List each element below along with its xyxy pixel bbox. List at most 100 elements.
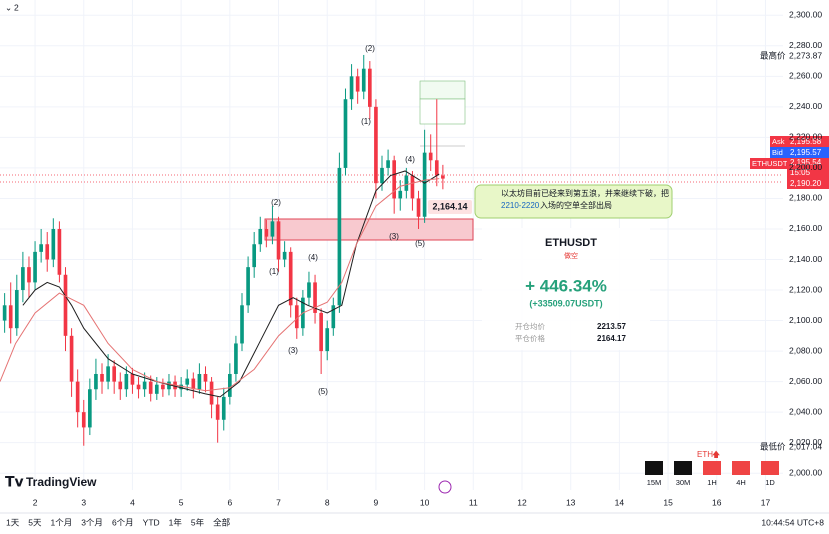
note-text: 2210-2220: [501, 201, 540, 210]
y-tick-label: 2,040.00: [789, 406, 822, 416]
x-tick-label: 7: [276, 497, 281, 507]
pane-count[interactable]: 2: [14, 2, 19, 12]
pane-toggle[interactable]: ⌄: [5, 2, 12, 12]
candle-body: [361, 68, 366, 92]
card-side: 做空: [564, 251, 578, 260]
signal-box[interactable]: [703, 461, 721, 475]
card-label: 开仓均价: [515, 321, 545, 331]
signal-box[interactable]: [732, 461, 750, 475]
range-button[interactable]: 5天: [28, 517, 42, 527]
candle-body: [325, 328, 330, 352]
candle-body: [197, 373, 202, 390]
note-text: 以太坊目前已经来到第五浪，并来继续下破，把: [501, 188, 669, 198]
signal-box[interactable]: [761, 461, 779, 475]
ask-tag: [787, 136, 829, 147]
range-button[interactable]: 6个月: [112, 517, 134, 527]
candle-body: [228, 373, 232, 397]
candle-body: [75, 381, 80, 413]
price-tag: [428, 200, 472, 214]
supply-zone: [264, 218, 474, 241]
card-value: 2213.57: [597, 322, 626, 331]
candle-body: [221, 396, 226, 420]
y-tick-label: 2,200.00: [789, 162, 822, 172]
countdown: 15:05: [790, 168, 811, 177]
signal-label: 1H: [707, 478, 717, 487]
candle-body: [215, 404, 220, 420]
y-tick-label: 2,160.00: [789, 223, 822, 233]
candle-body: [81, 412, 86, 428]
low-label: 最低价: [760, 441, 786, 451]
candle-body: [191, 378, 196, 390]
candle-body: [118, 381, 123, 390]
y-tick-label: 2,240.00: [789, 101, 822, 111]
candle-body: [355, 76, 360, 92]
range-button[interactable]: 3个月: [81, 517, 103, 527]
wave-label: (3): [288, 346, 298, 355]
candle-body: [282, 251, 287, 260]
range-bar: 1天 5天 1个月 3个月 6个月 YTD 1年 5年 全部: [6, 517, 231, 527]
candle-body: [398, 190, 403, 199]
candle-body: [106, 366, 110, 382]
wave-label: (4): [405, 155, 415, 164]
x-tick-label: 16: [712, 497, 722, 507]
candle-body: [343, 99, 348, 168]
wave-label: (4): [308, 253, 318, 262]
wave-label: (5): [318, 387, 328, 396]
candle-body: [148, 381, 153, 394]
signal-box[interactable]: [674, 461, 692, 475]
candle-body: [21, 267, 25, 291]
candle-body: [2, 305, 7, 321]
candle-body: [416, 198, 421, 217]
brand: TradingView: [26, 475, 97, 489]
event-icon[interactable]: [438, 480, 452, 494]
range-button[interactable]: 1个月: [50, 517, 72, 527]
candle-body: [179, 384, 183, 390]
candle-body: [404, 175, 409, 191]
range-button[interactable]: YTD: [143, 517, 160, 527]
candle-body: [276, 221, 281, 260]
low-value: 2,017.04: [789, 441, 822, 451]
clock: 10:44:54 UTC+8: [761, 517, 824, 527]
x-tick-label: 14: [615, 497, 625, 507]
last-value: 2,195.54: [790, 158, 822, 167]
y-tick-label: 2,220.00: [789, 132, 822, 142]
note-box: [474, 184, 673, 219]
level-tag: [787, 178, 829, 189]
moving-average: [22, 170, 440, 398]
pnl-card: [482, 228, 650, 350]
candle-body: [422, 152, 427, 217]
range-button[interactable]: 5年: [191, 517, 205, 527]
candle-body: [252, 244, 257, 268]
range-button[interactable]: 1天: [6, 517, 20, 527]
y-tick-label: 2,080.00: [789, 345, 822, 355]
range-button[interactable]: 1年: [169, 517, 183, 527]
range-button[interactable]: 全部: [213, 517, 231, 527]
wave-label: (3): [389, 232, 399, 241]
candle-body: [100, 373, 104, 382]
y-tick-label: 2,300.00: [789, 10, 822, 20]
candle-body: [27, 267, 31, 283]
candle-body: [434, 160, 439, 176]
x-tick-label: 9: [374, 497, 379, 507]
signal-box[interactable]: [645, 461, 663, 475]
x-tick-label: 4: [130, 497, 135, 507]
candle-body: [441, 175, 445, 179]
candle-body: [294, 305, 299, 329]
candle-body: [136, 384, 141, 390]
price-tag-text: 2,164.14: [432, 201, 467, 211]
ask-value: 2,195.58: [790, 137, 822, 146]
candle-body: [288, 251, 293, 306]
candle-body: [428, 152, 433, 161]
candle-body: [39, 244, 43, 252]
wave-label: (2): [365, 44, 375, 53]
high-label: 最高价: [760, 50, 786, 60]
x-tick-label: 15: [663, 497, 673, 507]
candle-body: [130, 373, 135, 385]
candle-body: [8, 305, 13, 329]
x-tick-label: 5: [179, 497, 184, 507]
wave-label: (5): [415, 239, 425, 248]
last-tag: [787, 158, 829, 178]
candle-body: [380, 167, 384, 184]
candle-body: [51, 228, 56, 260]
